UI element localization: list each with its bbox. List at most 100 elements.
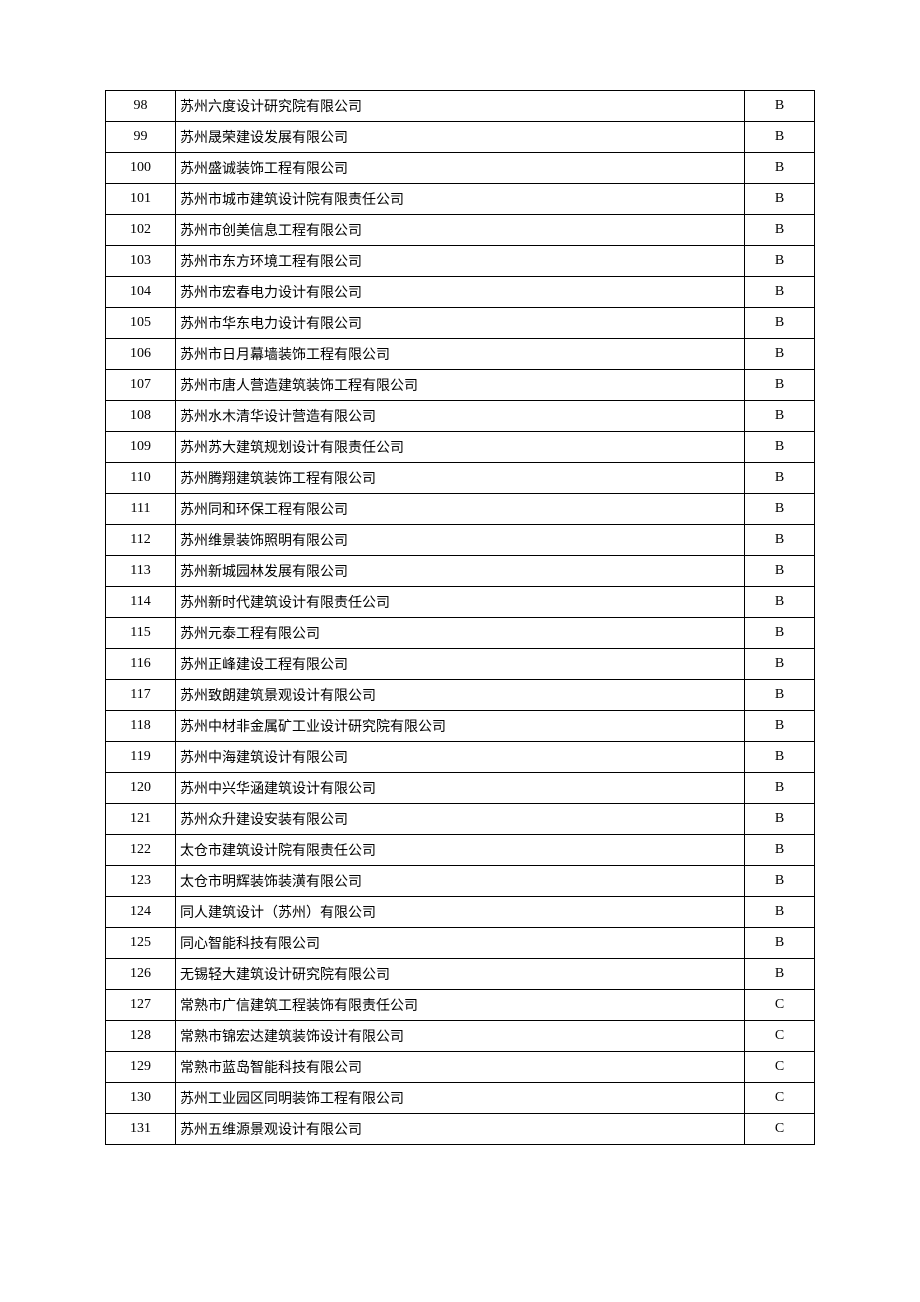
row-number: 120 [106, 773, 176, 804]
row-number: 125 [106, 928, 176, 959]
table-row: 104苏州市宏春电力设计有限公司B [106, 277, 815, 308]
company-grade: B [745, 897, 815, 928]
row-number: 130 [106, 1083, 176, 1114]
row-number: 121 [106, 804, 176, 835]
company-name: 苏州致朗建筑景观设计有限公司 [176, 680, 745, 711]
company-grade: C [745, 1052, 815, 1083]
row-number: 113 [106, 556, 176, 587]
table-row: 118苏州中材非金属矿工业设计研究院有限公司B [106, 711, 815, 742]
company-name: 苏州市城市建筑设计院有限责任公司 [176, 184, 745, 215]
row-number: 127 [106, 990, 176, 1021]
table-row: 103苏州市东方环境工程有限公司B [106, 246, 815, 277]
company-grade: B [745, 556, 815, 587]
company-grade: B [745, 525, 815, 556]
table-row: 131苏州五维源景观设计有限公司C [106, 1114, 815, 1145]
table-row: 100苏州盛诚装饰工程有限公司B [106, 153, 815, 184]
company-name: 苏州正峰建设工程有限公司 [176, 649, 745, 680]
row-number: 108 [106, 401, 176, 432]
company-grade: B [745, 618, 815, 649]
company-grade: B [745, 649, 815, 680]
row-number: 114 [106, 587, 176, 618]
row-number: 122 [106, 835, 176, 866]
row-number: 99 [106, 122, 176, 153]
company-name: 太仓市明辉装饰装潢有限公司 [176, 866, 745, 897]
row-number: 101 [106, 184, 176, 215]
table-row: 130苏州工业园区同明装饰工程有限公司C [106, 1083, 815, 1114]
row-number: 109 [106, 432, 176, 463]
company-name: 常熟市锦宏达建筑装饰设计有限公司 [176, 1021, 745, 1052]
company-name: 同心智能科技有限公司 [176, 928, 745, 959]
company-name: 苏州维景装饰照明有限公司 [176, 525, 745, 556]
company-grade: B [745, 246, 815, 277]
company-grade: B [745, 91, 815, 122]
company-name: 苏州新时代建筑设计有限责任公司 [176, 587, 745, 618]
row-number: 112 [106, 525, 176, 556]
company-table: 98苏州六度设计研究院有限公司B99苏州晟荣建设发展有限公司B100苏州盛诚装饰… [105, 90, 815, 1145]
company-name: 常熟市广信建筑工程装饰有限责任公司 [176, 990, 745, 1021]
company-grade: B [745, 153, 815, 184]
company-name: 苏州中材非金属矿工业设计研究院有限公司 [176, 711, 745, 742]
row-number: 111 [106, 494, 176, 525]
company-name: 苏州市宏春电力设计有限公司 [176, 277, 745, 308]
company-name: 苏州晟荣建设发展有限公司 [176, 122, 745, 153]
row-number: 117 [106, 680, 176, 711]
table-row: 113苏州新城园林发展有限公司B [106, 556, 815, 587]
row-number: 104 [106, 277, 176, 308]
company-name: 苏州同和环保工程有限公司 [176, 494, 745, 525]
company-grade: B [745, 432, 815, 463]
row-number: 106 [106, 339, 176, 370]
company-name: 苏州中海建筑设计有限公司 [176, 742, 745, 773]
table-row: 105苏州市华东电力设计有限公司B [106, 308, 815, 339]
company-name: 苏州苏大建筑规划设计有限责任公司 [176, 432, 745, 463]
company-name: 太仓市建筑设计院有限责任公司 [176, 835, 745, 866]
company-name: 苏州市唐人营造建筑装饰工程有限公司 [176, 370, 745, 401]
table-row: 107苏州市唐人营造建筑装饰工程有限公司B [106, 370, 815, 401]
company-grade: B [745, 494, 815, 525]
company-grade: B [745, 122, 815, 153]
company-name: 苏州中兴华涵建筑设计有限公司 [176, 773, 745, 804]
company-grade: B [745, 401, 815, 432]
company-name: 同人建筑设计（苏州）有限公司 [176, 897, 745, 928]
company-name: 常熟市蓝岛智能科技有限公司 [176, 1052, 745, 1083]
table-row: 126无锡轻大建筑设计研究院有限公司B [106, 959, 815, 990]
company-name: 苏州众升建设安装有限公司 [176, 804, 745, 835]
row-number: 115 [106, 618, 176, 649]
company-name: 苏州市华东电力设计有限公司 [176, 308, 745, 339]
table-row: 127常熟市广信建筑工程装饰有限责任公司C [106, 990, 815, 1021]
row-number: 102 [106, 215, 176, 246]
table-row: 98苏州六度设计研究院有限公司B [106, 91, 815, 122]
company-grade: B [745, 680, 815, 711]
company-grade: B [745, 711, 815, 742]
company-name: 苏州元泰工程有限公司 [176, 618, 745, 649]
row-number: 119 [106, 742, 176, 773]
company-grade: B [745, 959, 815, 990]
row-number: 116 [106, 649, 176, 680]
company-grade: B [745, 370, 815, 401]
row-number: 98 [106, 91, 176, 122]
row-number: 107 [106, 370, 176, 401]
company-grade: C [745, 1114, 815, 1145]
company-name: 苏州盛诚装饰工程有限公司 [176, 153, 745, 184]
row-number: 103 [106, 246, 176, 277]
company-grade: C [745, 990, 815, 1021]
company-grade: C [745, 1083, 815, 1114]
table-row: 122太仓市建筑设计院有限责任公司B [106, 835, 815, 866]
company-grade: C [745, 1021, 815, 1052]
row-number: 110 [106, 463, 176, 494]
table-row: 120苏州中兴华涵建筑设计有限公司B [106, 773, 815, 804]
company-name: 苏州水木清华设计营造有限公司 [176, 401, 745, 432]
company-grade: B [745, 308, 815, 339]
table-row: 129常熟市蓝岛智能科技有限公司C [106, 1052, 815, 1083]
row-number: 131 [106, 1114, 176, 1145]
table-row: 111苏州同和环保工程有限公司B [106, 494, 815, 525]
company-grade: B [745, 742, 815, 773]
company-grade: B [745, 804, 815, 835]
company-name: 苏州市东方环境工程有限公司 [176, 246, 745, 277]
company-grade: B [745, 928, 815, 959]
table-row: 102苏州市创美信息工程有限公司B [106, 215, 815, 246]
table-row: 128常熟市锦宏达建筑装饰设计有限公司C [106, 1021, 815, 1052]
company-name: 无锡轻大建筑设计研究院有限公司 [176, 959, 745, 990]
table-row: 110苏州腾翔建筑装饰工程有限公司B [106, 463, 815, 494]
company-grade: B [745, 835, 815, 866]
company-name: 苏州工业园区同明装饰工程有限公司 [176, 1083, 745, 1114]
